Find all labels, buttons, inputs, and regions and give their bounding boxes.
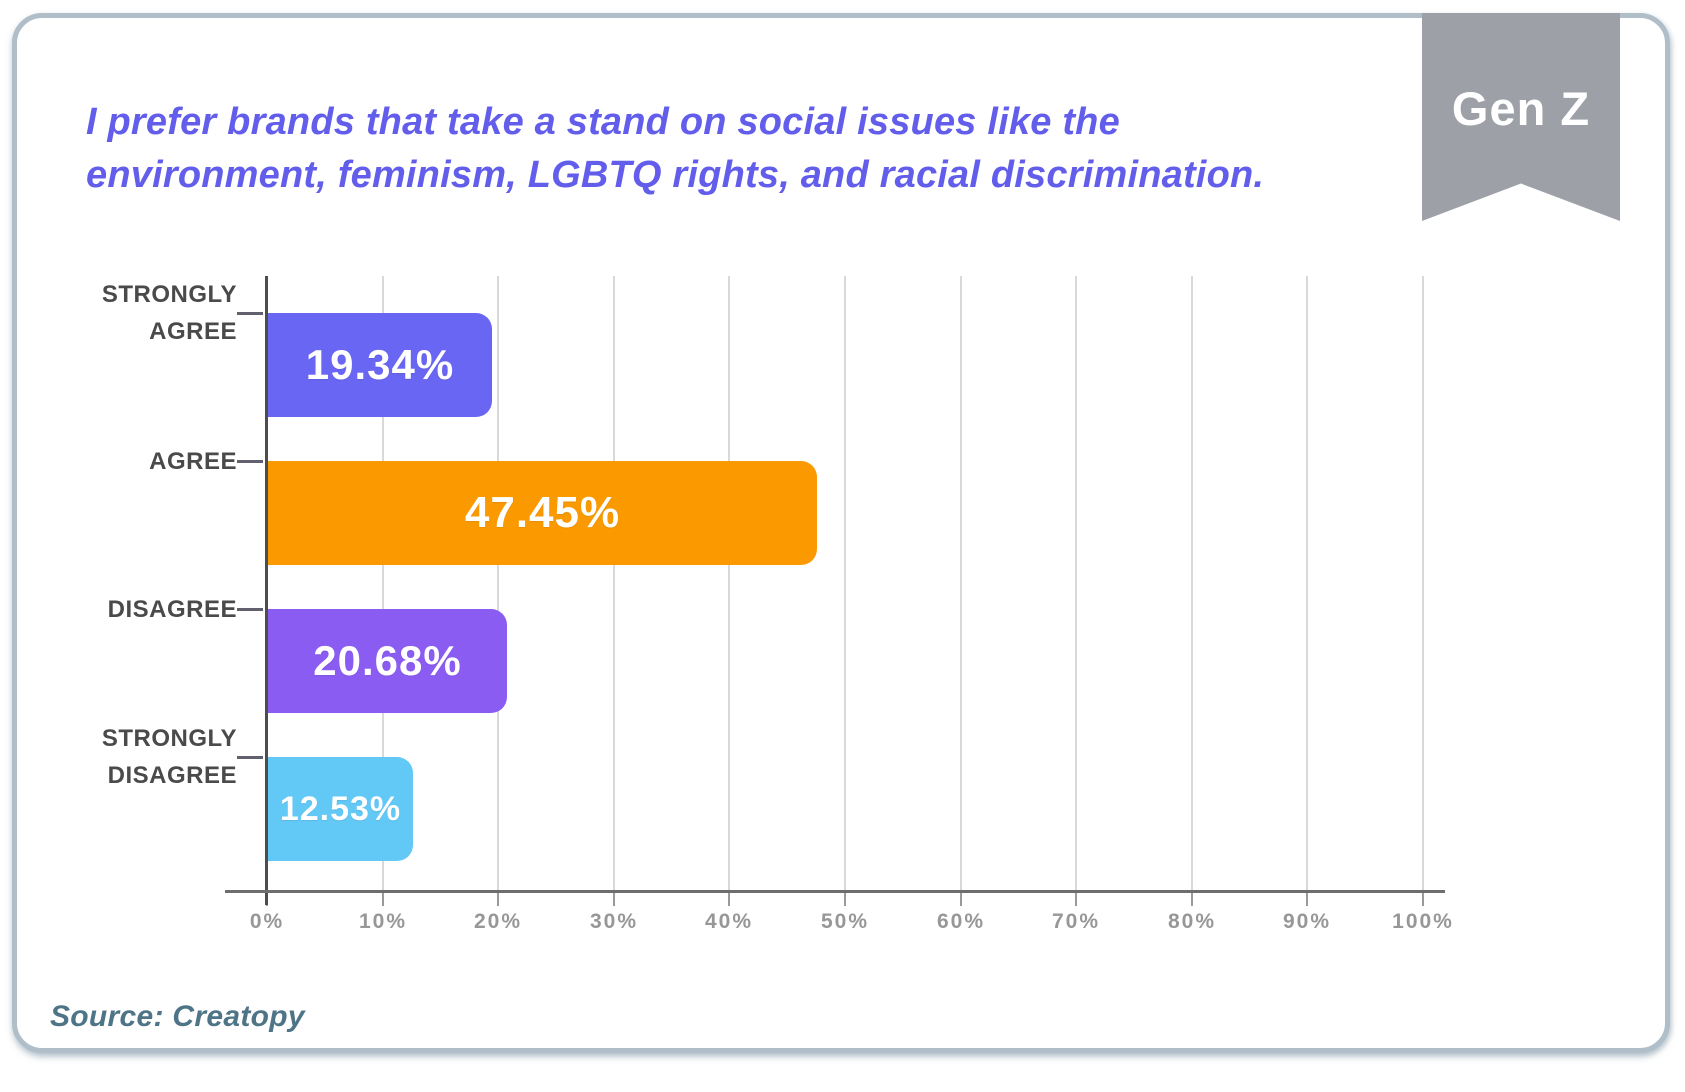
gridline-30% (613, 276, 615, 891)
x-axis-tick-40% (728, 893, 730, 906)
gridline-80% (1191, 276, 1193, 891)
gridline-70% (1075, 276, 1077, 891)
x-tick-label-100%: 100% (1392, 910, 1454, 933)
category-label-line: STRONGLY (101, 281, 237, 308)
category-tick-disagree (237, 608, 263, 611)
category-label-strongly-agree: STRONGLY AGREE (0, 276, 237, 350)
bar-strongly-agree: 19.34% (268, 313, 492, 417)
gridline-10% (382, 276, 384, 891)
x-tick-label-90%: 90% (1282, 910, 1332, 933)
ribbon-label: Gen Z (1451, 82, 1591, 135)
x-tick-label-0%: 0% (249, 910, 285, 933)
chart-title-line-2: environment, feminism, LGBTQ rights, and… (86, 154, 1265, 196)
category-tick-strongly-agree (237, 312, 263, 315)
source-credit: Source: Creatopy (50, 1000, 305, 1033)
category-label-agree: AGREE (0, 443, 237, 480)
y-axis-line (265, 276, 268, 905)
x-axis-tick-100% (1422, 893, 1424, 906)
category-label-line: DISAGREE (107, 762, 237, 789)
bar-chart-plot-area: 0% 10% 20% 30% 40% 50% 60% 70% 80% 90% 100% 19.34% S… (102, 258, 1452, 933)
bar-value-label-agree: 47.45% (464, 488, 621, 537)
x-tick-label-30%: 30% (589, 910, 639, 933)
category-label-line: DISAGREE (107, 596, 237, 623)
x-tick-label-10%: 10% (358, 910, 408, 933)
gridline-40% (728, 276, 730, 891)
category-tick-agree (237, 460, 263, 463)
x-axis-tick-10% (382, 893, 384, 906)
gridline-90% (1306, 276, 1308, 891)
bar-value-label-strongly-disagree: 12.53% (279, 789, 402, 828)
chart-title-line-1: I prefer brands that take a stand on soc… (86, 101, 1120, 143)
gridline-50% (844, 276, 846, 891)
x-axis-tick-20% (497, 893, 499, 906)
bar-disagree: 20.68% (268, 609, 507, 713)
x-tick-label-80%: 80% (1167, 910, 1217, 933)
x-axis-line (225, 890, 1445, 893)
x-tick-label-50%: 50% (820, 910, 870, 933)
gridline-100% (1422, 276, 1424, 891)
category-label-line: AGREE (149, 318, 237, 345)
x-axis-tick-80% (1191, 893, 1193, 906)
bar-value-label-disagree: 20.68% (313, 637, 462, 684)
gridline-20% (497, 276, 499, 891)
x-axis-tick-60% (960, 893, 962, 906)
category-label-disagree: DISAGREE (0, 591, 237, 628)
x-axis-tick-30% (613, 893, 615, 906)
category-label-strongly-disagree: STRONGLY DISAGREE (0, 720, 237, 794)
x-tick-label-40%: 40% (704, 910, 754, 933)
category-label-line: STRONGLY (101, 725, 237, 752)
bar-agree: 47.45% (268, 461, 817, 565)
x-axis-tick-90% (1306, 893, 1308, 906)
bar-strongly-disagree: 12.53% (268, 757, 413, 861)
chart-title: I prefer brands that take a stand on soc… (86, 96, 1386, 202)
gridline-60% (960, 276, 962, 891)
x-axis-tick-70% (1075, 893, 1077, 906)
category-label-line: AGREE (149, 448, 237, 475)
x-tick-label-20%: 20% (473, 910, 523, 933)
bar-value-label-strongly-agree: 19.34% (305, 341, 455, 388)
x-tick-label-70%: 70% (1051, 910, 1101, 933)
x-axis-tick-50% (844, 893, 846, 906)
category-tick-strongly-disagree (237, 756, 263, 759)
x-tick-label-60%: 60% (936, 910, 986, 933)
